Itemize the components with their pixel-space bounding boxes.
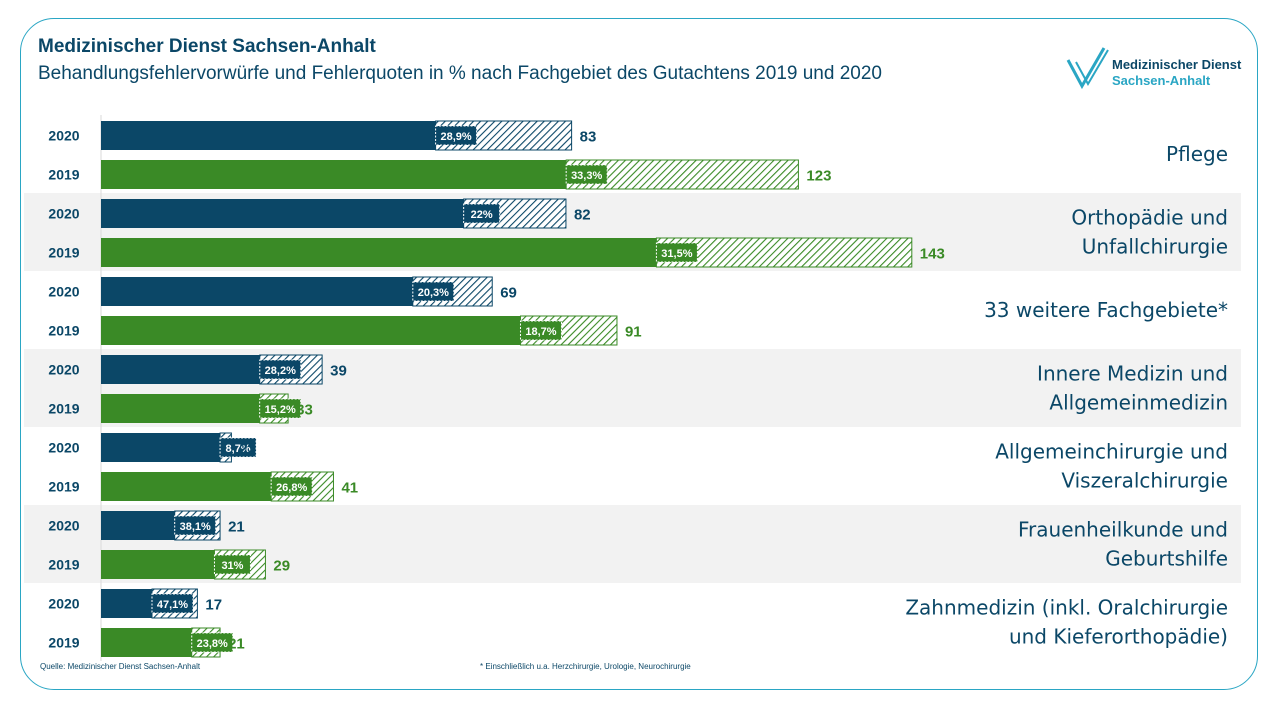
rate-label: 31,5%: [661, 248, 692, 260]
year-label: 2020: [48, 440, 79, 456]
bar-solid: [101, 433, 220, 462]
value-label: 21: [228, 519, 245, 536]
value-label: 17: [205, 597, 222, 614]
bar-solid: [101, 316, 520, 345]
category-label: Allgemeinchirurgie und: [995, 440, 1228, 464]
category-label: Unfallchirurgie: [1082, 235, 1228, 259]
bar-solid: [101, 355, 260, 384]
rate-label: 15,2%: [265, 404, 296, 416]
value-label: 21: [228, 636, 245, 653]
rate-label: 28,9%: [441, 131, 472, 143]
category-label: und Kieferorthopädie): [1009, 625, 1228, 649]
bar-solid: [101, 628, 192, 657]
year-label: 2019: [48, 635, 79, 651]
rate-label: 47,1%: [157, 599, 188, 611]
rate-label: 26,8%: [276, 482, 307, 494]
value-label: 23: [239, 441, 256, 458]
year-label: 2020: [48, 284, 79, 300]
year-label: 2019: [48, 323, 79, 339]
bar-solid: [101, 160, 566, 189]
bar-solid: [101, 277, 413, 306]
bar-solid: [101, 550, 214, 579]
value-label: 91: [625, 324, 642, 341]
bar-solid: [101, 472, 271, 501]
category-label: Pflege: [1166, 142, 1228, 166]
category-label: Viszeralchirurgie: [1061, 469, 1228, 493]
bar-solid: [101, 511, 175, 540]
value-label: 82: [574, 207, 591, 224]
value-label: 123: [806, 168, 831, 185]
value-label: 29: [273, 558, 290, 575]
footnote: * Einschließlich u.a. Herzchirurgie, Uro…: [480, 662, 691, 671]
year-label: 2019: [48, 479, 79, 495]
value-label: 143: [920, 246, 945, 263]
year-label: 2019: [48, 167, 79, 183]
year-label: 2020: [48, 518, 79, 534]
rate-label: 20,3%: [418, 287, 449, 299]
year-label: 2020: [48, 206, 79, 222]
value-label: 33: [296, 402, 313, 419]
year-label: 2019: [48, 245, 79, 261]
bar-solid: [101, 394, 260, 423]
value-label: 39: [330, 363, 347, 380]
year-label: 2020: [48, 596, 79, 612]
year-label: 2019: [48, 401, 79, 417]
category-label: Innere Medizin und: [1037, 362, 1228, 386]
category-label: 33 weitere Fachgebiete*: [984, 298, 1228, 322]
rate-label: 38,1%: [180, 521, 211, 533]
bar-solid: [101, 238, 656, 267]
category-label: Frauenheilkunde und: [1018, 518, 1228, 542]
category-label: Allgemeinmedizin: [1049, 391, 1228, 415]
year-label: 2019: [48, 557, 79, 573]
value-label: 41: [341, 480, 358, 497]
year-label: 2020: [48, 128, 79, 144]
rate-label: 23,8%: [197, 638, 228, 650]
category-label: Geburtshilfe: [1105, 547, 1228, 571]
rate-label: 28,2%: [265, 365, 296, 377]
category-label: Orthopädie und: [1071, 206, 1228, 230]
category-label: Zahnmedizin (inkl. Oralchirurgie: [905, 596, 1228, 620]
source-note: Quelle: Medizinischer Dienst Sachsen-Anh…: [40, 662, 200, 671]
year-label: 2020: [48, 362, 79, 378]
rate-label: 22%: [471, 209, 493, 221]
bar-chart: Pflege 2020 28,9% 83 2019 33,3% 123 Orthopädie …: [0, 0, 1280, 720]
value-label: 69: [500, 285, 517, 302]
rate-label: 18,7%: [525, 326, 556, 338]
rate-label: 33,3%: [571, 170, 602, 182]
value-label: 83: [580, 129, 597, 146]
bar-solid: [101, 199, 464, 228]
bar-solid: [101, 121, 436, 150]
rate-label: 31%: [221, 560, 243, 572]
bar-solid: [101, 589, 152, 618]
